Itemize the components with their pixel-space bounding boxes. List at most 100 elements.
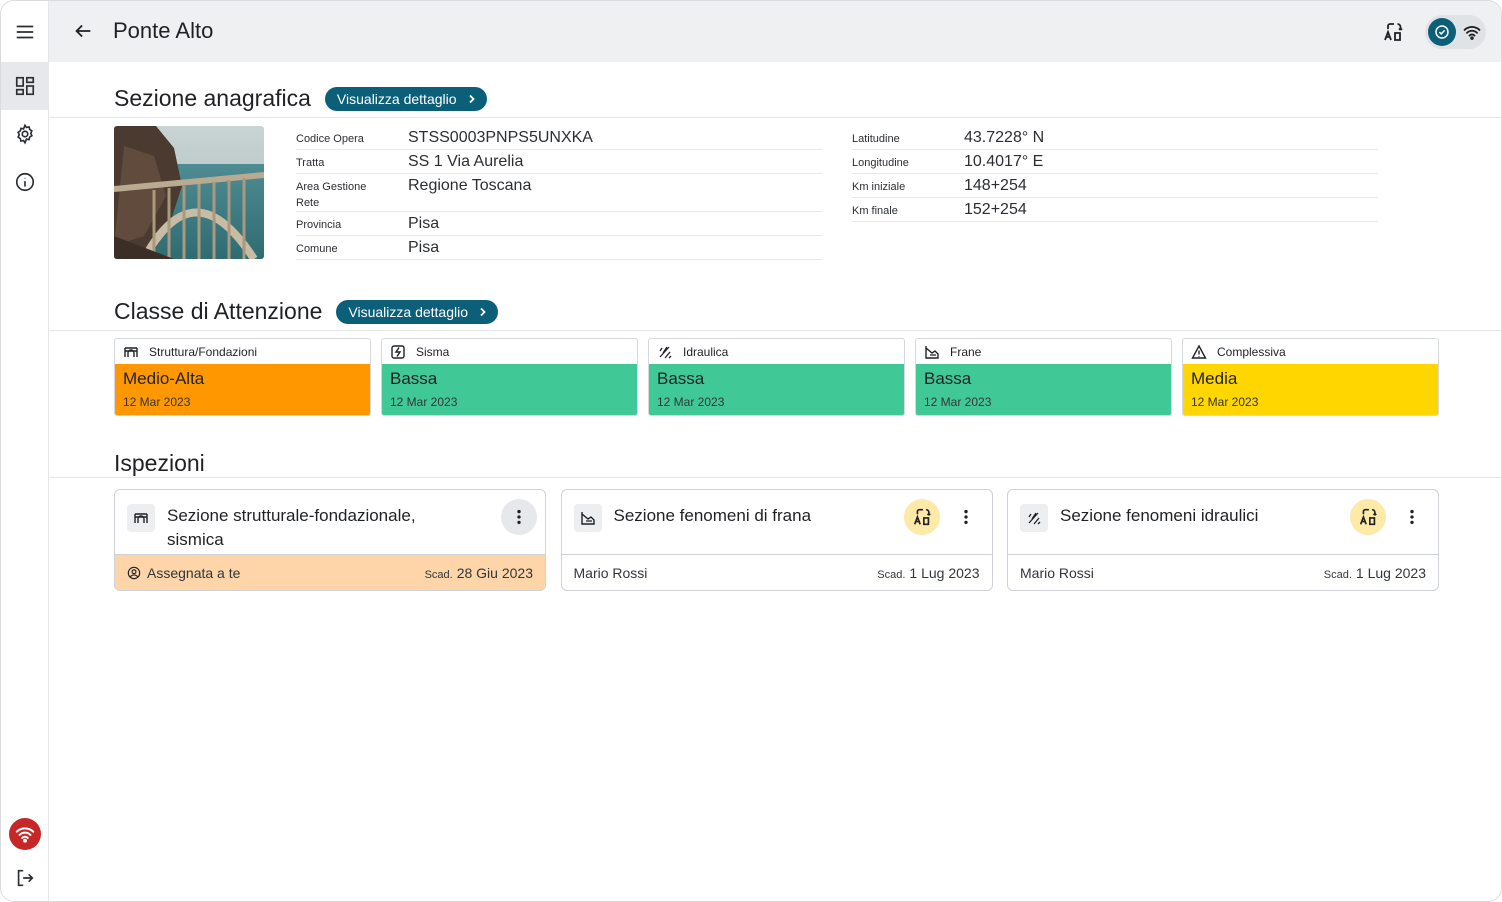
inspection-card-top: Sezione fenomeni di frana: [561, 490, 992, 555]
menu-button[interactable]: [1, 8, 49, 56]
seismic-icon: [391, 344, 405, 359]
field-row: Codice Opera STSS0003PNPS5UNXKA: [296, 126, 822, 150]
connection-status-button[interactable]: [1, 810, 49, 858]
divider: [50, 117, 1501, 118]
bridge-icon: [124, 346, 138, 357]
water-icon: [659, 346, 672, 358]
section-title: Sezione anagrafica: [114, 85, 311, 111]
sync-button[interactable]: [903, 499, 940, 535]
sidebar-item-dashboard[interactable]: [1, 62, 49, 110]
more-options-button[interactable]: [501, 499, 537, 535]
arrow-left-icon: [75, 24, 91, 38]
class-card-idraulica[interactable]: Idraulica Bassa 12 Mar 2023: [648, 338, 905, 416]
chevron-right-icon: [480, 307, 486, 316]
class-level: Bassa: [657, 369, 705, 388]
field-label: Km finale: [852, 205, 898, 217]
class-card-struttura-fondazioni[interactable]: Struttura/Fondazioni Medio-Alta 12 Mar 202…: [114, 338, 371, 416]
menu-icon: [16, 25, 34, 39]
field-value: 10.4017° E: [964, 153, 1044, 170]
owner-name: Mario Rossi: [573, 565, 648, 581]
anagrafica-right-fields: Latitudine 43.7228° N Longitudine 10.4017° …: [852, 126, 1378, 222]
inspection-title-plain: Sezione: [1060, 506, 1127, 525]
field-value: SS 1 Via Aurelia: [408, 153, 524, 170]
more-vert-icon: [517, 509, 521, 525]
class-card-header: Complessiva: [1183, 339, 1438, 364]
warning-icon: [1191, 344, 1207, 359]
classe-detail-button[interactable]: Visualizza dettaglio: [336, 299, 499, 324]
class-card-title: Complessiva: [1217, 344, 1286, 359]
owner-name: Mario Rossi: [1020, 565, 1094, 581]
class-date: 12 Mar 2023: [1191, 395, 1259, 409]
anagrafica-detail-button[interactable]: Visualizza dettaglio: [324, 86, 487, 111]
sidebar: [1, 1, 49, 901]
field-label: Tratta: [296, 157, 325, 169]
sync-status-pill[interactable]: [1425, 15, 1486, 49]
section-title: Ispezioni: [114, 450, 205, 476]
inspection-card-footer: Mario Rossi Scad. 1 Lug 2023: [1008, 555, 1438, 590]
field-row: Area Gestione Rete Regione Toscana: [296, 174, 822, 212]
water-icon: [1028, 512, 1041, 525]
chevron-right-icon: [468, 94, 475, 103]
class-card-header: Struttura/Fondazioni: [115, 339, 370, 364]
field-label: Provincia: [296, 219, 342, 231]
class-card-header: Frane: [916, 339, 1171, 364]
field-value: 152+254: [964, 201, 1027, 218]
inspection-type-icon: [127, 504, 155, 532]
more-options-button[interactable]: [1394, 499, 1430, 535]
field-label: Km iniziale: [852, 181, 906, 193]
sidebar-item-settings[interactable]: [1, 110, 49, 158]
landslide-icon: [925, 345, 939, 359]
inspection-title-bold: fenomeni di frana: [679, 506, 812, 525]
due-label: Scad.: [1323, 569, 1352, 581]
class-card-complessiva[interactable]: Complessiva Media 12 Mar 2023: [1182, 338, 1439, 416]
class-date: 12 Mar 2023: [924, 395, 992, 409]
wifi-alert-icon: [9, 818, 41, 850]
due-date: Scad. 1 Lug 2023: [1324, 565, 1426, 581]
top-bar: Ponte Alto: [49, 1, 1501, 62]
field-value: Pisa: [408, 239, 440, 256]
inspection-owner: Assegnata a te: [127, 565, 240, 581]
bridge-icon: [134, 513, 148, 523]
field-label: Latitudine: [852, 133, 900, 145]
field-value: STSS0003PNPS5UNXKA: [408, 129, 593, 146]
inspection-card[interactable]: Sezione fenomeni idraulici Mario Rossi Sca…: [1007, 489, 1439, 591]
class-date: 12 Mar 2023: [390, 395, 458, 409]
more-options-button[interactable]: [948, 499, 984, 535]
inspection-type-icon: [573, 504, 602, 532]
owner-name: Assegnata a te: [147, 565, 241, 581]
inspection-owner: Mario Rossi: [1020, 565, 1094, 581]
field-label: Area Gestione Rete: [296, 181, 367, 209]
due-date: Scad. 1 Lug 2023: [877, 565, 979, 581]
inspection-title-text: Sezione strutturale-fondazionale, sismic…: [167, 506, 416, 549]
class-card-header: Idraulica: [649, 339, 904, 364]
class-card-header: Sisma: [382, 339, 637, 364]
due-value: 1 Lug 2023: [1355, 565, 1426, 581]
sidebar-item-info[interactable]: [1, 158, 49, 206]
anagrafica-header: Sezione anagrafica Visualizza dettaglio: [114, 85, 487, 112]
class-card-title: Frane: [950, 344, 982, 359]
landslide-icon: [580, 512, 595, 525]
back-button[interactable]: [69, 17, 97, 45]
field-row: Km iniziale 148+254: [852, 174, 1378, 198]
wifi-icon: [1463, 26, 1481, 40]
field-row: Comune Pisa: [296, 236, 822, 260]
class-level: Medio-Alta: [123, 369, 205, 388]
sync-route-icon: [1384, 23, 1403, 41]
field-row: Km finale 152+254: [852, 198, 1378, 222]
inspection-card[interactable]: Sezione strutturale-fondazionale, sismic…: [114, 489, 546, 591]
class-card-frane[interactable]: Frane Bassa 12 Mar 2023: [915, 338, 1172, 416]
inspection-type-icon: [1020, 504, 1048, 532]
check-circle-icon: [1428, 18, 1456, 46]
ispezioni-header: Ispezioni: [114, 450, 205, 477]
sync-button[interactable]: [1379, 19, 1407, 45]
inspection-card[interactable]: Sezione fenomeni di frana Mario Rossi Scad…: [560, 489, 993, 591]
sync-button[interactable]: [1350, 499, 1386, 535]
inspection-title-plain: Sezione: [613, 506, 680, 525]
field-value: 43.7228° N: [964, 129, 1045, 146]
logout-button[interactable]: [1, 854, 49, 901]
bridge-photo: [114, 126, 264, 259]
class-card-sisma[interactable]: Sisma Bassa 12 Mar 2023: [381, 338, 638, 416]
class-date: 12 Mar 2023: [123, 395, 191, 409]
field-row: Latitudine 43.7228° N: [852, 126, 1378, 150]
